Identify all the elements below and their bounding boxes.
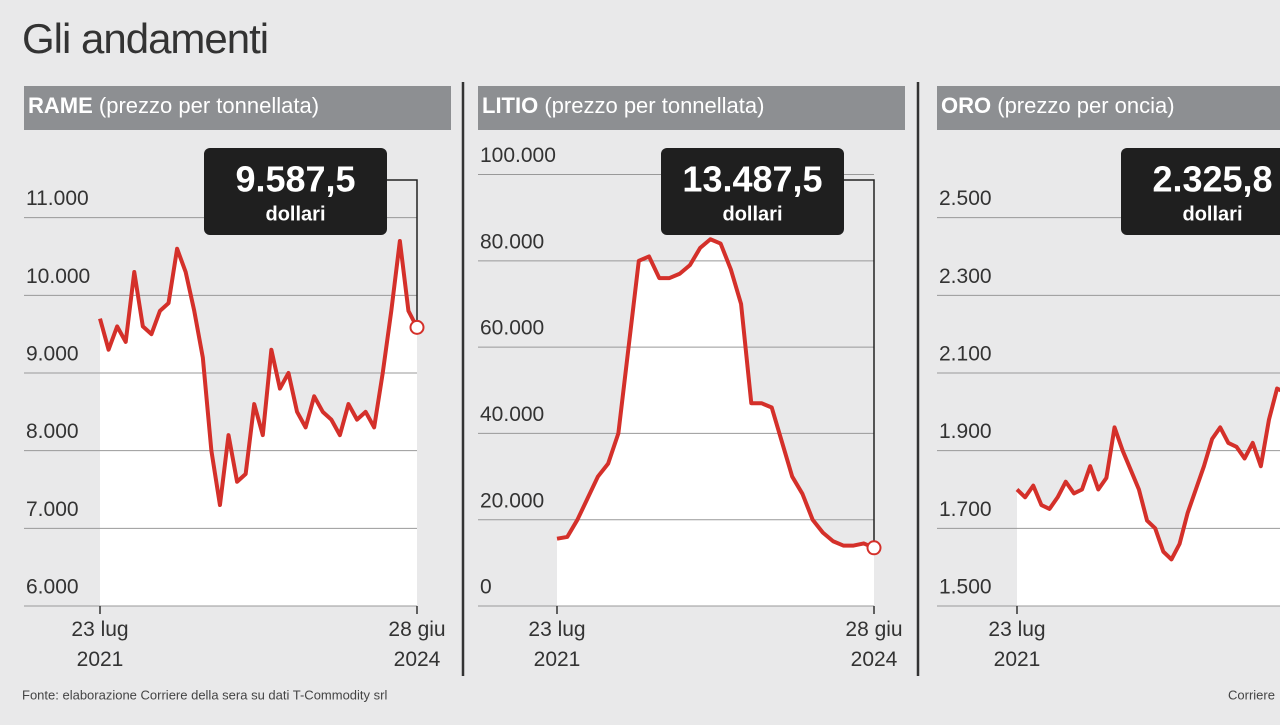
panel-title: LITIO (prezzo per tonnellata) <box>482 93 764 118</box>
y-tick-label: 80.000 <box>480 230 544 253</box>
page-title: Gli andamenti <box>22 15 268 62</box>
panel-title-main: RAME <box>28 93 93 118</box>
price-line <box>1015 386 1280 562</box>
end-point <box>409 319 425 335</box>
callout-box <box>661 148 844 235</box>
y-tick-label: 0 <box>480 576 492 599</box>
y-tick-label: 100.000 <box>480 144 556 167</box>
panel-subtitle: (prezzo per oncia) <box>997 93 1174 118</box>
y-tick-label: 1.500 <box>939 576 992 599</box>
callout-connector <box>811 179 875 548</box>
x-tick-label: 23 lug 2021 <box>71 618 128 671</box>
x-tick-label: 23 lug 2021 <box>988 618 1045 671</box>
y-tick-label: 20.000 <box>480 489 544 512</box>
y-tick-label: 11.000 <box>26 187 89 210</box>
end-point <box>866 540 882 556</box>
y-tick-label: 6.000 <box>26 576 79 599</box>
callout-unit: dollari <box>722 203 782 225</box>
x-tick-label-line: 28 giu <box>845 618 902 641</box>
y-tick-label: 40.000 <box>480 403 544 426</box>
x-tick-label-line: 2024 <box>851 648 898 671</box>
callout-value: 9.587,5 <box>235 159 355 200</box>
panel-title: ORO (prezzo per oncia) <box>941 93 1175 118</box>
area-fill <box>557 239 874 607</box>
x-tick-label: 23 lug 2021 <box>528 618 585 671</box>
callout-unit: dollari <box>1182 203 1242 225</box>
x-tick-label-line: 2021 <box>534 648 581 671</box>
y-tick-label: 2.100 <box>939 343 992 366</box>
y-tick-label: 8.000 <box>26 420 79 443</box>
x-tick-label-line: 2021 <box>77 648 124 671</box>
panel-title-main: ORO <box>941 93 991 118</box>
y-tick-label: 9.000 <box>26 343 79 366</box>
y-tick-label: 1.900 <box>939 420 992 443</box>
x-tick-label: 28 giu 2024 <box>388 618 445 671</box>
x-tick-label-line: 2024 <box>394 648 441 671</box>
credit: Corriere <box>1228 687 1275 702</box>
x-tick-label-line: 23 lug <box>988 618 1045 641</box>
panel-title: RAME (prezzo per tonnellata) <box>28 93 319 118</box>
y-tick-label: 10.000 <box>26 265 90 288</box>
panel-subtitle: (prezzo per tonnellata) <box>544 93 764 118</box>
x-tick-label-line: 2021 <box>994 648 1041 671</box>
price-line <box>98 238 419 508</box>
callout-value: 13.487,5 <box>682 159 822 200</box>
x-tick-label-line: 23 lug <box>71 618 128 641</box>
y-tick-label: 2.300 <box>939 265 992 288</box>
source: Fonte: elaborazione Corriere della sera … <box>22 687 387 702</box>
panel-header <box>478 86 905 130</box>
x-tick-label-line: 28 giu <box>388 618 445 641</box>
panel-subtitle: (prezzo per tonnellata) <box>99 93 319 118</box>
x-tick-label: 28 giu 2024 <box>845 618 902 671</box>
area-fill <box>1017 388 1280 606</box>
callout-unit: dollari <box>265 203 325 225</box>
y-tick-label: 1.700 <box>939 498 992 521</box>
y-tick-label: 2.500 <box>939 187 992 210</box>
callout-box <box>1121 148 1280 235</box>
callout-box <box>204 148 387 235</box>
panel-title-main: LITIO <box>482 93 538 118</box>
y-tick-label: 7.000 <box>26 498 79 521</box>
callout-value: 2.325,8 <box>1152 159 1272 200</box>
panel-header <box>937 86 1280 130</box>
y-tick-label: 60.000 <box>480 317 544 340</box>
panel-header <box>24 86 451 130</box>
x-tick-label-line: 23 lug <box>528 618 585 641</box>
price-line <box>556 237 875 550</box>
